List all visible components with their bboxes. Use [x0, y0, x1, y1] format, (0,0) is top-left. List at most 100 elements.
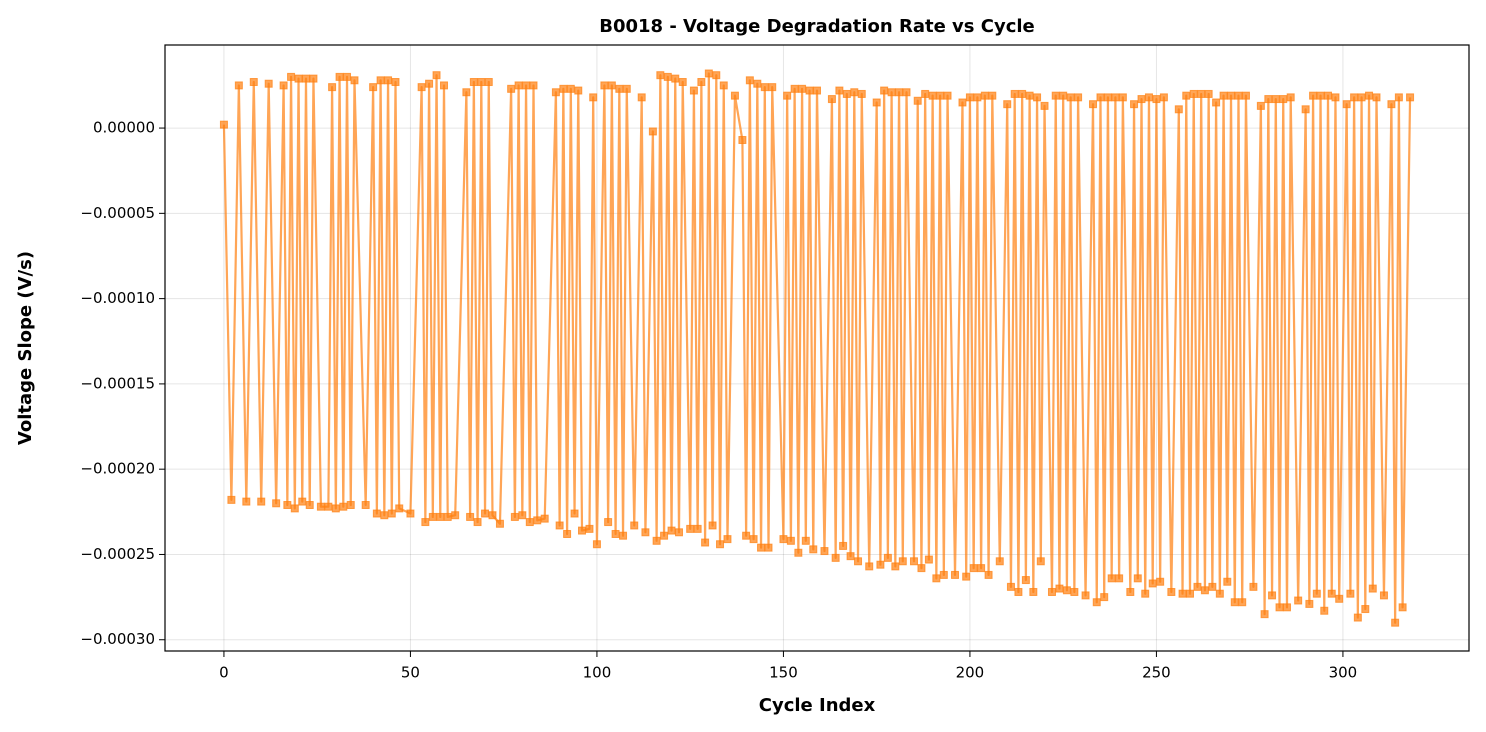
data-point	[895, 88, 904, 97]
data-point	[708, 521, 717, 530]
data-point	[589, 93, 598, 102]
data-point	[1197, 89, 1206, 98]
data-point	[387, 509, 396, 518]
data-point	[1111, 93, 1120, 102]
x-tick-label: 300	[1329, 664, 1358, 682]
data-point	[712, 71, 721, 80]
data-point	[372, 509, 381, 518]
data-point	[1036, 557, 1045, 566]
data-point	[343, 72, 352, 81]
data-point	[436, 512, 445, 521]
data-point	[1406, 93, 1415, 102]
data-point	[701, 538, 710, 547]
data-point	[749, 535, 758, 544]
ticks: 0 50 100 150 200 250 300 0.00000 −0.00005 −0.0001…	[80, 119, 1357, 682]
data-point	[917, 564, 926, 573]
data-point	[813, 86, 821, 95]
data-point	[518, 511, 527, 520]
data-point	[1178, 589, 1187, 598]
data-point	[693, 524, 702, 533]
data-point	[648, 127, 657, 136]
data-point	[1141, 589, 1150, 598]
data-point	[417, 83, 426, 92]
data-point	[1286, 93, 1295, 102]
data-point	[1264, 95, 1273, 104]
data-point	[600, 81, 609, 90]
data-point	[272, 499, 281, 508]
x-tick-label: 100	[583, 664, 612, 682]
data-point	[533, 516, 542, 525]
data-point	[876, 560, 885, 569]
data-point	[865, 562, 874, 571]
data-point	[522, 81, 531, 90]
data-point	[831, 553, 840, 562]
data-point	[1189, 89, 1198, 98]
data-point	[257, 497, 266, 506]
data-point	[570, 509, 579, 518]
data-point	[298, 497, 307, 506]
x-axis-label: Cycle Index	[759, 695, 876, 716]
data-point	[842, 89, 851, 98]
data-point	[1275, 603, 1284, 612]
data-point	[723, 535, 732, 544]
data-point	[380, 511, 389, 520]
data-point	[1174, 105, 1183, 114]
data-point	[973, 93, 982, 102]
data-point	[965, 93, 974, 102]
data-point	[551, 88, 560, 97]
data-point	[1324, 91, 1333, 100]
x-tick-label: 150	[769, 664, 798, 682]
data-point	[1368, 584, 1377, 593]
data-point	[637, 93, 646, 102]
data-point	[835, 86, 844, 95]
data-point	[1312, 589, 1321, 598]
data-point	[790, 84, 799, 93]
data-point	[242, 497, 251, 506]
data-point	[764, 543, 773, 552]
data-point	[592, 540, 601, 549]
data-point	[1193, 582, 1202, 591]
data-point	[1133, 574, 1142, 583]
y-tick-label: −0.00015	[80, 374, 155, 392]
data-point	[607, 81, 616, 90]
data-point	[574, 86, 583, 95]
data-point	[909, 557, 918, 566]
data-point	[1059, 91, 1068, 100]
data-point	[578, 526, 587, 535]
data-point	[1391, 618, 1400, 627]
data-point	[305, 501, 314, 510]
data-point	[686, 524, 695, 533]
data-point	[913, 96, 922, 105]
data-point	[704, 69, 713, 78]
data-point	[1040, 101, 1049, 110]
x-tick-label: 200	[956, 664, 985, 682]
data-point	[540, 514, 549, 523]
data-point	[1256, 101, 1265, 110]
data-point	[566, 84, 575, 93]
data-point	[477, 78, 486, 87]
data-point	[525, 518, 534, 527]
data-point	[495, 519, 504, 528]
data-point	[872, 98, 881, 107]
data-point	[805, 86, 814, 95]
data-point	[1335, 594, 1344, 603]
data-point	[563, 529, 572, 538]
data-point	[1066, 93, 1075, 102]
data-point	[850, 88, 859, 97]
data-point	[1387, 100, 1396, 109]
data-point	[798, 84, 807, 93]
data-point	[1227, 91, 1236, 100]
data-point	[301, 74, 310, 83]
data-point	[1268, 591, 1277, 600]
data-point	[1365, 91, 1374, 100]
data-point	[1238, 598, 1247, 607]
data-point	[988, 91, 997, 100]
data-point	[234, 81, 243, 90]
data-point	[730, 91, 739, 100]
data-point	[1320, 606, 1329, 615]
data-point	[1271, 95, 1280, 104]
data-point	[641, 528, 650, 537]
data-point	[1021, 576, 1030, 585]
